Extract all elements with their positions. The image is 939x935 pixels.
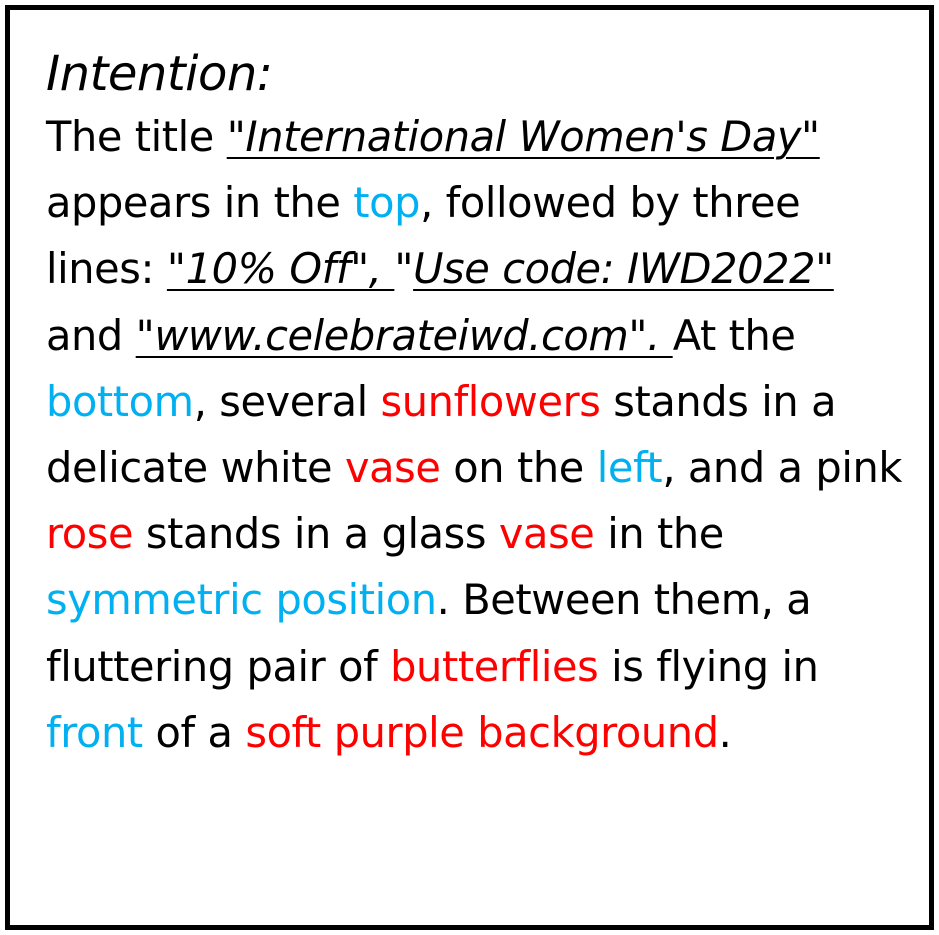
text-run: , several [193, 376, 381, 426]
document-frame: Intention: The title "International Wome… [5, 5, 934, 930]
position-keyword: front [46, 707, 143, 757]
intention-heading: Intention: [46, 46, 273, 102]
intention-content: Intention: The title "International Wome… [46, 38, 916, 766]
text-run: " [394, 244, 414, 294]
text-run: . Between them, a fluttering pair of [46, 575, 812, 691]
quoted-title: "International Women's Day" [226, 112, 820, 161]
text-run: and [46, 310, 136, 360]
text-run: At the [672, 310, 796, 360]
text-run: of a [142, 707, 246, 757]
quoted-line: "www.celebrateiwd.com". [135, 310, 673, 360]
object-keyword: sunflowers [380, 376, 601, 426]
object-keyword: vase [498, 509, 595, 559]
text-run: on the [440, 443, 597, 493]
text-run: is flying in [598, 641, 819, 691]
text-run: in the [594, 509, 724, 559]
position-keyword: top [353, 178, 421, 228]
position-keyword: bottom [46, 376, 194, 426]
text-run: stands in a glass [133, 509, 499, 559]
quoted-line: "10% Off", [166, 244, 395, 294]
text-run: appears in the [46, 178, 354, 228]
position-keyword: symmetric position [46, 575, 437, 625]
text-run: The title [46, 112, 227, 161]
object-keyword: soft purple background [245, 707, 719, 757]
text-run: stands in a delicate white [46, 376, 837, 493]
object-keyword: butterflies [390, 641, 599, 691]
text-run: , followed by three lines: [46, 178, 801, 294]
object-keyword: rose [46, 509, 134, 559]
object-keyword: vase [344, 443, 441, 493]
intention-paragraph: The title "International Women's Day" ap… [46, 104, 916, 766]
quoted-line: Use code: IWD2022" [413, 244, 834, 294]
text-run: , and a pink [662, 443, 902, 493]
text-run: . [718, 707, 732, 757]
position-keyword: left [596, 443, 663, 493]
